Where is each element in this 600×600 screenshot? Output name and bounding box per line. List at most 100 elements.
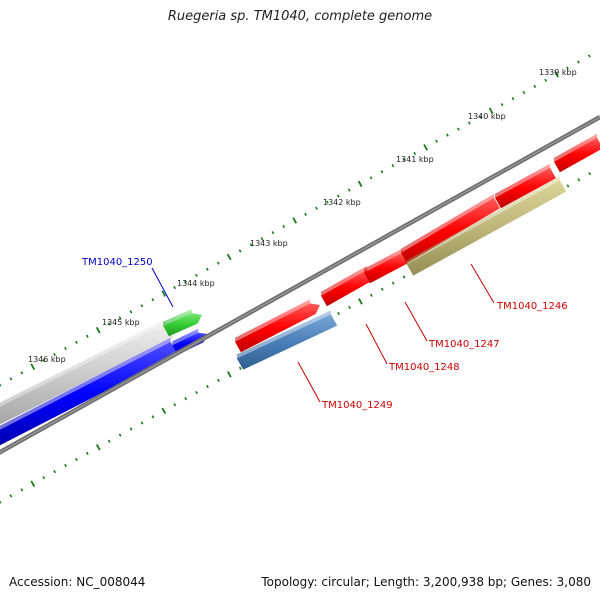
feature-tracks <box>0 133 600 446</box>
feature-tm1040-1248-track[interactable] <box>236 314 338 370</box>
feature-red-3[interactable] <box>364 252 408 284</box>
outer-ring-tick <box>336 194 340 198</box>
leader-tm1040-1247 <box>404 301 428 342</box>
inner-ring-tick <box>42 476 46 480</box>
outer-ring-tick <box>391 164 395 168</box>
inner-ring-tick <box>184 397 188 401</box>
outer-ring-tick <box>357 180 363 188</box>
inner-ring-tick <box>206 384 209 389</box>
outer-ring-tick <box>326 200 329 204</box>
inner-ring-tick <box>151 415 155 419</box>
inner-ring-tick <box>391 281 395 285</box>
feature-gray-track[interactable] <box>0 323 174 425</box>
inner-ring-tick <box>129 427 133 431</box>
outer-ring-tick <box>195 273 198 277</box>
outer-ring-tick <box>184 279 187 284</box>
feature-tm1040-1250-top <box>163 309 192 326</box>
inner-ring-tick <box>402 275 406 279</box>
outer-ring-tick <box>226 253 232 261</box>
feature-tm1040-1250[interactable] <box>163 313 202 337</box>
outer-ring-tick <box>446 133 449 137</box>
inner-ring-tick <box>358 298 363 305</box>
tick-label-1346: 1346 kbp <box>28 355 66 364</box>
outer-ring-tick <box>30 363 36 370</box>
gene-label-tm1040-1250[interactable]: TM1040_1250 <box>81 257 153 268</box>
outer-ring-tick <box>423 144 428 151</box>
inner-ring-tick <box>75 457 78 462</box>
inner-ring-tick <box>173 403 177 407</box>
feature-tm1040-1246-track[interactable] <box>406 180 567 276</box>
outer-ring-tick <box>42 359 46 363</box>
outer-ring-tick <box>85 334 89 338</box>
gene-labels: TM1040_1250 TM1040_1249 TM1040_1248 TM10… <box>81 257 568 411</box>
accession-text: Accession: NC_008044 <box>9 575 146 589</box>
leader-tm1040-1250 <box>151 267 174 308</box>
outer-ring-tick <box>292 217 298 224</box>
outer-ring-tick <box>9 377 13 381</box>
inner-ring-tick <box>217 378 220 383</box>
outer-ring-tick <box>500 103 504 107</box>
outer-ring-tick <box>402 157 406 162</box>
outer-ring-tick <box>129 310 133 314</box>
outer-ring-tick <box>511 96 515 101</box>
gene-label-tm1040-1249[interactable]: TM1040_1249 <box>321 400 393 411</box>
feature-red-5-top <box>495 163 551 198</box>
inner-ring-tick <box>95 444 101 451</box>
label-leaders <box>151 263 495 403</box>
outer-ring-tick <box>488 107 494 115</box>
outer-ring-tick <box>140 304 144 308</box>
outer-ring-tick <box>533 84 537 89</box>
gene-label-tm1040-1248[interactable]: TM1040_1248 <box>388 362 460 373</box>
feature-red-1-top <box>235 299 310 342</box>
inner-ring-tick <box>85 451 89 455</box>
tick-label-1340: 1340 kbp <box>468 112 506 121</box>
feature-blue-track[interactable] <box>0 341 178 446</box>
inner-ring-tick <box>380 287 384 291</box>
outer-ring-tick <box>216 261 220 265</box>
feature-red-2[interactable] <box>321 269 373 307</box>
outer-ring-tick <box>118 316 122 320</box>
outer-ring-tick <box>173 285 177 290</box>
inner-ring-tick <box>566 184 570 188</box>
gene-label-tm1040-1247[interactable]: TM1040_1247 <box>428 339 500 350</box>
outer-ring-tick <box>249 243 253 247</box>
feature-red-4[interactable] <box>401 197 500 264</box>
inner-ring-tick <box>577 178 581 182</box>
feature-red-6[interactable] <box>554 137 600 173</box>
outer-ring-tick <box>566 66 569 70</box>
inner-ring-tick <box>64 463 67 468</box>
feature-red-5[interactable] <box>495 167 556 209</box>
outer-tick-ring <box>0 54 591 387</box>
inner-ring-tick <box>107 439 111 443</box>
outer-ring-tick <box>587 54 591 58</box>
inner-ring-tick <box>9 494 13 498</box>
outer-ring-tick <box>544 78 548 82</box>
tick-label-1342: 1342 kbp <box>323 198 361 207</box>
outer-ring-tick <box>478 115 482 119</box>
outer-ring-tick <box>260 237 264 241</box>
inner-ring-tick <box>161 407 167 415</box>
inner-ring-tick <box>195 390 198 395</box>
leader-tm1040-1249 <box>297 361 321 403</box>
feature-blue-small-top <box>172 328 199 346</box>
feature-red-4-top <box>401 193 495 253</box>
inner-ring-tick <box>348 305 351 310</box>
feature-tm1040-1248-track-top <box>236 310 331 359</box>
outer-ring-tick <box>369 176 373 180</box>
feature-red-1[interactable] <box>235 303 320 353</box>
outer-ring-tick <box>577 60 580 64</box>
tick-label-1345: 1345 kbp <box>102 318 140 327</box>
outer-ring-tick <box>238 249 242 253</box>
leader-tm1040-1248 <box>365 323 388 365</box>
outer-ring-tick <box>467 121 471 125</box>
outer-ring-tick <box>457 127 460 131</box>
feature-gray-track-top <box>0 319 167 407</box>
gene-label-tm1040-1246[interactable]: TM1040_1246 <box>496 301 568 312</box>
feature-tm1040-1246-track-top <box>406 176 560 265</box>
inner-ring-tick <box>20 488 24 492</box>
tick-label-1344: 1344 kbp <box>177 279 215 288</box>
outer-ring-tick <box>64 346 67 351</box>
outer-ring-tick <box>304 212 307 216</box>
outer-ring-tick <box>0 383 2 387</box>
